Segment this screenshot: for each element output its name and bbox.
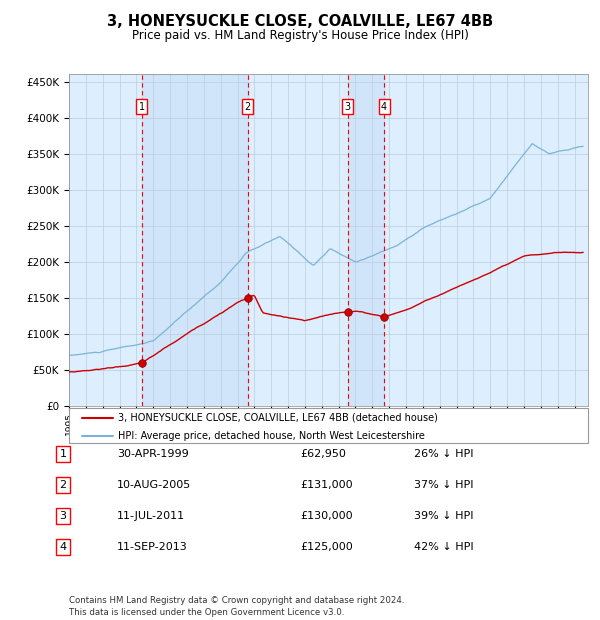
Text: £131,000: £131,000	[300, 480, 353, 490]
Text: 39% ↓ HPI: 39% ↓ HPI	[414, 511, 473, 521]
Bar	[142, 74, 248, 406]
Text: 3, HONEYSUCKLE CLOSE, COALVILLE, LE67 4BB: 3, HONEYSUCKLE CLOSE, COALVILLE, LE67 4B…	[107, 14, 493, 29]
FancyBboxPatch shape	[69, 408, 588, 443]
Text: HPI: Average price, detached house, North West Leicestershire: HPI: Average price, detached house, Nort…	[118, 430, 425, 441]
Text: 42% ↓ HPI: 42% ↓ HPI	[414, 542, 473, 552]
Bar	[347, 74, 384, 406]
Text: £125,000: £125,000	[300, 542, 353, 552]
Text: 3: 3	[59, 511, 67, 521]
Text: 37% ↓ HPI: 37% ↓ HPI	[414, 480, 473, 490]
Text: 2: 2	[245, 102, 251, 112]
Text: 3: 3	[344, 102, 350, 112]
Text: 4: 4	[59, 542, 67, 552]
Text: 2: 2	[59, 480, 67, 490]
Text: 1: 1	[139, 102, 145, 112]
Text: 11-JUL-2011: 11-JUL-2011	[117, 511, 185, 521]
Text: 30-APR-1999: 30-APR-1999	[117, 449, 189, 459]
Text: 4: 4	[381, 102, 387, 112]
Text: £130,000: £130,000	[300, 511, 353, 521]
Text: 10-AUG-2005: 10-AUG-2005	[117, 480, 191, 490]
Text: £62,950: £62,950	[300, 449, 346, 459]
Text: 3, HONEYSUCKLE CLOSE, COALVILLE, LE67 4BB (detached house): 3, HONEYSUCKLE CLOSE, COALVILLE, LE67 4B…	[118, 413, 438, 423]
Text: 1: 1	[59, 449, 67, 459]
Text: 11-SEP-2013: 11-SEP-2013	[117, 542, 188, 552]
Text: 26% ↓ HPI: 26% ↓ HPI	[414, 449, 473, 459]
Text: Contains HM Land Registry data © Crown copyright and database right 2024.
This d: Contains HM Land Registry data © Crown c…	[69, 596, 404, 617]
Text: Price paid vs. HM Land Registry's House Price Index (HPI): Price paid vs. HM Land Registry's House …	[131, 30, 469, 42]
